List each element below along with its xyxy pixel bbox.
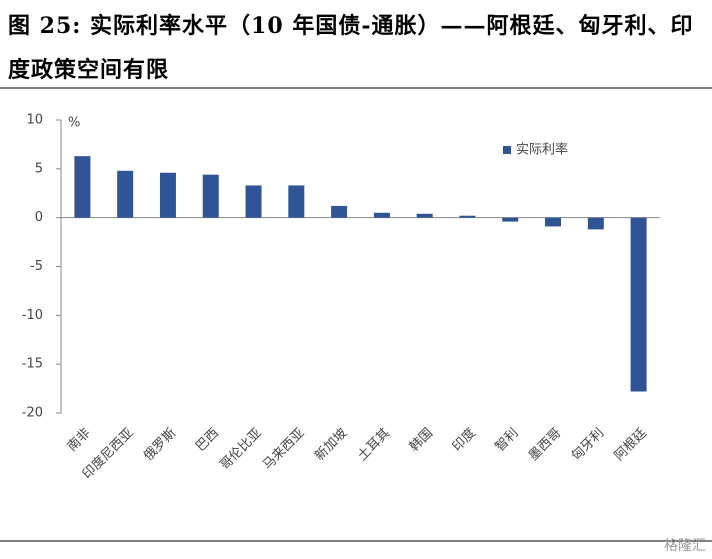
- x-tick-label: 巴西: [193, 426, 222, 455]
- bar: [545, 217, 562, 227]
- bar: [74, 156, 91, 218]
- y-tick-label: 10: [26, 113, 43, 128]
- x-tick-label: 哥伦比亚: [217, 426, 264, 473]
- x-tick-label: 墨西哥: [526, 426, 564, 464]
- y-tick-label: -5: [30, 259, 43, 274]
- unit-label: %: [68, 116, 80, 131]
- bar: [245, 185, 262, 218]
- x-tick-label: 韩国: [407, 426, 436, 455]
- y-tick-label: 0: [35, 210, 43, 225]
- bar: [587, 217, 604, 230]
- x-tick-label: 俄罗斯: [141, 426, 179, 464]
- y-tick-label: -10: [22, 308, 43, 323]
- x-tick-label: 印度: [449, 425, 479, 455]
- chart-title: 图 25: 实际利率水平（10 年国债-通胀）——阿根廷、匈牙利、印度政策空间有…: [8, 13, 694, 83]
- legend-label: 实际利率: [516, 142, 568, 158]
- bar: [331, 205, 348, 218]
- x-tick-label: 南非: [64, 425, 94, 455]
- y-tick-label: -20: [22, 406, 43, 421]
- bar: [459, 215, 476, 218]
- x-tick-label: 新加坡: [312, 425, 351, 464]
- bar: [159, 172, 176, 218]
- legend-swatch: [503, 146, 511, 154]
- x-tick-label: 土耳其: [355, 426, 393, 464]
- bar: [630, 217, 647, 392]
- x-tick-label: 阿根廷: [612, 426, 650, 464]
- bar: [416, 213, 433, 218]
- x-tick-label: 匈牙利: [569, 426, 607, 464]
- bar: [288, 185, 305, 218]
- watermark: 格隆汇: [664, 538, 706, 554]
- bar: [117, 170, 134, 218]
- x-tick-label: 马来西亚: [260, 426, 307, 473]
- y-tick-label: 5: [35, 161, 43, 176]
- bar: [373, 212, 390, 218]
- y-tick-label: -15: [22, 357, 43, 372]
- bar: [502, 217, 519, 222]
- bar: [202, 174, 219, 218]
- x-tick-label: 智利: [493, 426, 522, 455]
